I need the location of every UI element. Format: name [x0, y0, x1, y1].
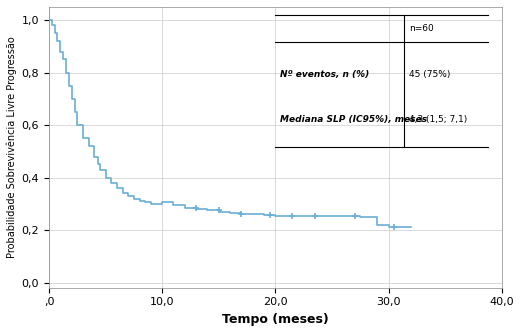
Text: Mediana SLP (IC95%), meses: Mediana SLP (IC95%), meses	[280, 115, 427, 124]
Text: Nº eventos, n (%): Nº eventos, n (%)	[280, 70, 369, 79]
Text: 45 (75%): 45 (75%)	[409, 70, 450, 79]
Text: 4,3 (1,5; 7,1): 4,3 (1,5; 7,1)	[409, 115, 467, 124]
Y-axis label: Probabilidade Sobrevivência Livre Progressão: Probabilidade Sobrevivência Livre Progre…	[7, 37, 17, 258]
Text: n=60: n=60	[409, 24, 433, 33]
X-axis label: Tempo (meses): Tempo (meses)	[222, 313, 329, 326]
